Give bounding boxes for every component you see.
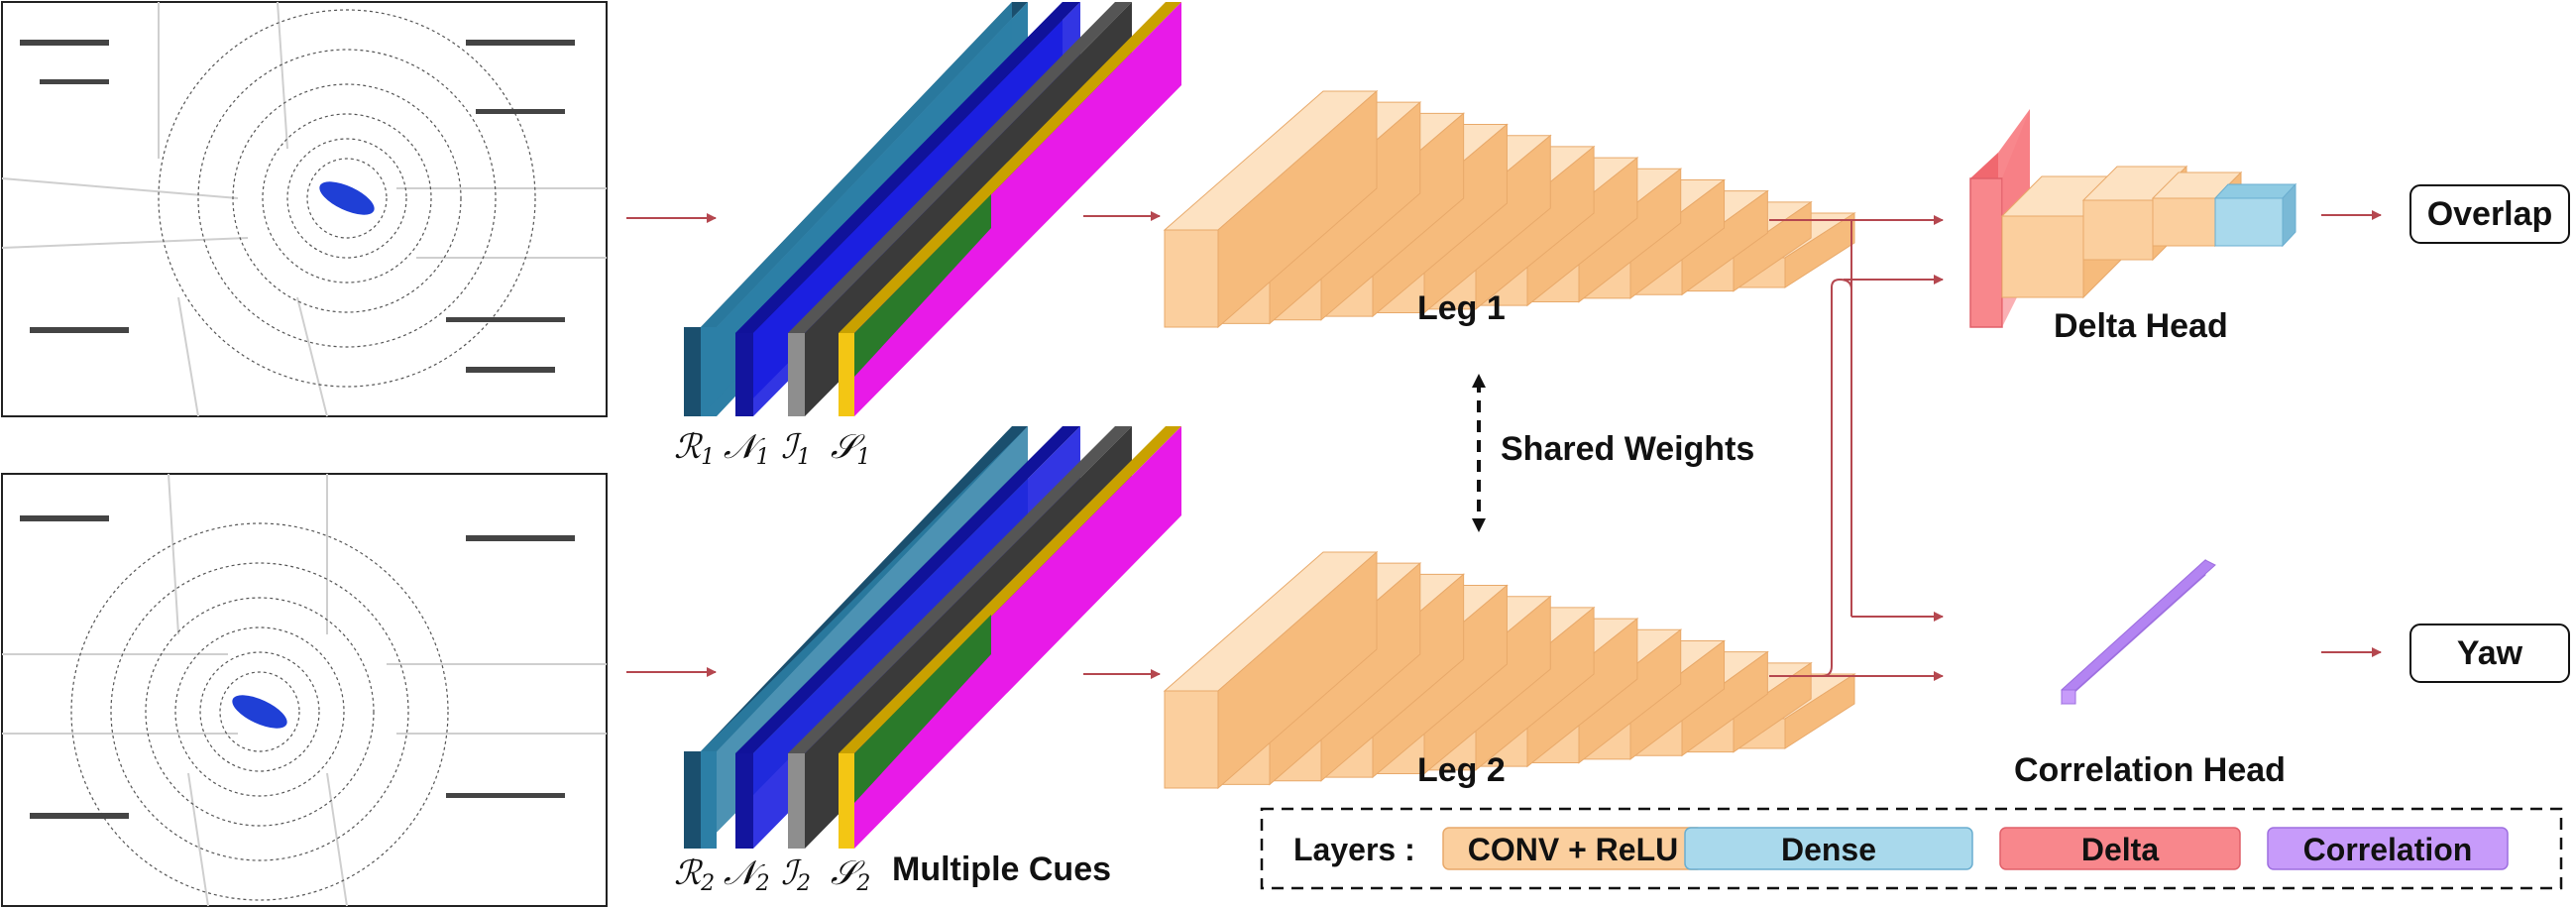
lidar-scan-2-roads [2,473,607,907]
legend-item-delta: Delta [1999,827,2241,870]
overlap-output: Overlap [2409,184,2570,244]
cue-label-range-1: ℛ1 [674,427,715,470]
lidar-scan-1 [1,1,608,417]
correlation-head-label: Correlation Head [2014,751,2286,789]
correlation-head [2061,558,2216,706]
car-icon [319,181,375,215]
svg-text:Delta: Delta [2081,832,2159,867]
leg-2 [1163,550,1856,790]
delta-conv-front [2082,199,2154,261]
cue-labels-top: ℛ1 𝒩1 ℐ1 𝒮1 [674,427,870,470]
lidar-scan-1-roads [1,1,607,417]
legend-title: Layers : [1293,832,1415,867]
cue-stack-bottom [684,426,1181,849]
shared-weights-label: Shared Weights [1501,430,1754,468]
svg-text:CONV + ReLU: CONV + ReLU [1468,832,1678,867]
legend-item-conv: CONV + ReLU [1442,827,1704,870]
cue-label-normal-1: 𝒩1 [724,427,770,470]
leg-1 [1163,89,1856,329]
lidar-scan-2-rings [70,522,449,901]
leg1-label: Leg 1 [1417,289,1506,327]
legend-item-correlation: Correlation [2267,827,2509,870]
svg-text:Overlap: Overlap [2427,195,2553,233]
conv-layer-front [1164,690,1219,789]
delta-conv-front [2001,215,2084,298]
connector-lines [1769,215,1944,681]
legend-item-dense: Dense [1684,827,1973,870]
cue-label-intensity-2: ℐ2 [781,853,811,896]
legend-swatch-dense [1684,827,1973,870]
car-icon [232,695,287,729]
cue-label-intensity-1: ℐ1 [781,427,811,470]
legend-swatch-delta [1999,827,2241,870]
delta-head [1969,109,2297,328]
cue-label-range-2: ℛ2 [674,853,715,896]
yaw-output: Yaw [2409,624,2570,683]
multiple-cues-label: Multiple Cues [892,851,1111,888]
layers-legend: Layers : CONV + ReLU Dense Delta Correla… [1260,807,2563,890]
lidar-scan-1-clutter [20,40,575,373]
cue-label-semantic-2: 𝒮2 [831,853,870,896]
lidar-scan-1-rings [158,9,536,388]
cue-labels-bottom: ℛ2 𝒩2 ℐ2 𝒮2 [674,853,870,896]
cue-stack-top [684,2,1181,416]
leg2-label: Leg 2 [1417,751,1506,789]
conv-layer-front [1164,229,1219,328]
delta-conv-front [2152,197,2216,247]
lidar-scan-2-clutter [20,515,575,819]
delta-head-label: Delta Head [2054,307,2228,345]
legend-swatch-correlation [2267,827,2509,870]
svg-text:Dense: Dense [1781,832,1876,867]
lidar-scan-2 [1,473,608,907]
cue-label-semantic-1: 𝒮1 [831,427,870,470]
cue-label-normal-2: 𝒩2 [724,853,770,896]
delta-head-conv-layers [2000,165,2243,299]
delta-head-dense-layer [2213,182,2297,248]
svg-text:Yaw: Yaw [2457,634,2523,672]
svg-text:Correlation: Correlation [2303,832,2473,867]
semantic-image-1 [839,2,1181,416]
semantic-image-2 [839,426,1181,849]
